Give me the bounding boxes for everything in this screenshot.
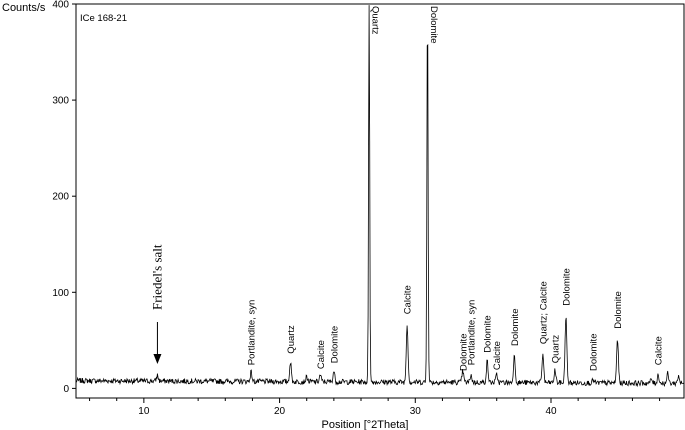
peak-label: Dolomite: [483, 315, 494, 353]
peak-label: Dolomite: [589, 334, 600, 372]
peak-label: Quartz: [370, 6, 381, 35]
plot-frame: [75, 3, 685, 399]
friedel-salt-label: Friedel's salt: [149, 244, 164, 310]
friedel-arrow-head: [153, 354, 162, 364]
peak-label: Dolomite: [613, 291, 624, 329]
peak-label-group: Quartz: [286, 325, 297, 354]
peak-label-group: Dolomite: [428, 6, 439, 44]
peak-label-group: Calcite: [492, 341, 503, 370]
peak-label: Portlandite, syn: [247, 300, 258, 365]
peak-label-group: Dolomite: [458, 334, 469, 372]
peak-label-group: Dolomite: [561, 268, 572, 306]
peak-label-group: Quartz; Calcite: [538, 281, 549, 344]
peak-label: Quartz; Calcite: [538, 281, 549, 344]
peak-label: Calcite: [492, 341, 503, 370]
peak-label-group: Quartz: [370, 6, 381, 35]
peak-label: Quartz: [551, 335, 562, 364]
peak-label-group: Dolomite: [483, 315, 494, 353]
peak-label: Dolomite: [458, 334, 469, 372]
x-tick-label: 30: [410, 406, 422, 417]
sample-label: ICe 168-21: [80, 13, 127, 24]
peak-label-group: Calcite: [654, 336, 665, 365]
peak-label: Dolomite: [510, 309, 521, 347]
friedel-label-group: Friedel's salt: [149, 244, 164, 310]
peak-label: Dolomite: [428, 6, 439, 44]
peak-label-group: Calcite: [316, 340, 327, 369]
x-tick-label: 10: [138, 406, 150, 417]
peak-label-group: Dolomite: [613, 291, 624, 329]
peak-label-group: Dolomite: [329, 326, 340, 364]
peak-label: Calcite: [316, 340, 327, 369]
y-axis-title: Counts/s: [2, 2, 46, 14]
peak-label-group: Quartz: [551, 335, 562, 364]
peak-label-group: Dolomite: [589, 334, 600, 372]
peak-label-group: Portlandite, syn: [466, 300, 477, 365]
peak-label-group: Dolomite: [510, 309, 521, 347]
peak-label: Calcite: [654, 336, 665, 365]
peak-label: Quartz: [286, 325, 297, 354]
y-tick-label: 100: [52, 288, 69, 299]
peak-label: Dolomite: [329, 326, 340, 364]
peak-label: Dolomite: [561, 268, 572, 306]
x-tick-label: 40: [545, 406, 557, 417]
xrd-trace-line: [76, 5, 684, 388]
y-tick-label: 300: [52, 96, 69, 107]
peak-label-group: Portlandite, syn: [247, 300, 258, 365]
x-axis-title: Position [°2Theta]: [322, 419, 409, 430]
peak-label-group: Calcite: [403, 285, 414, 314]
y-tick-label: 400: [52, 0, 69, 11]
peak-label: Portlandite, syn: [466, 300, 477, 365]
x-tick-label: 20: [274, 406, 286, 417]
peak-label: Calcite: [403, 285, 414, 314]
y-tick-label: 0: [63, 384, 69, 395]
y-tick-label: 200: [52, 192, 69, 203]
